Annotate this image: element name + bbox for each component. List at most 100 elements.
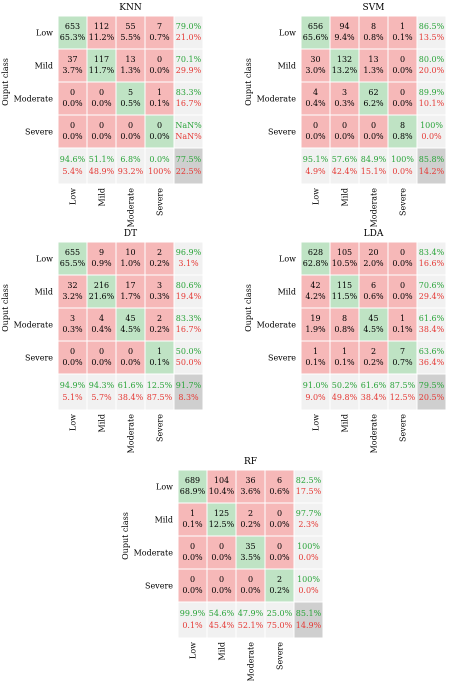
matrix-cell	[178, 503, 207, 536]
cell-count: 0	[248, 575, 253, 584]
matrix-cell	[388, 49, 417, 82]
cell-count: 125	[214, 509, 229, 518]
cell-percent: 0.0%	[305, 132, 326, 141]
cell-count: 36	[245, 476, 255, 485]
row-summary-cell	[294, 569, 323, 602]
row-summary-cell	[174, 16, 203, 49]
cell-percent: 0.0%	[149, 132, 170, 141]
cell-count: 0	[219, 575, 224, 584]
matrix-cell	[58, 275, 87, 308]
row-precision: 50.0%	[176, 347, 202, 356]
matrix-cell	[58, 341, 87, 374]
x-tick-label: Severe	[399, 188, 408, 216]
column-error: 15.1%	[361, 167, 387, 176]
matrix-cell	[178, 470, 207, 503]
cell-count: 4	[313, 88, 318, 97]
matrix-cell	[116, 308, 145, 341]
cell-count: 216	[94, 281, 109, 290]
cell-count: 1	[313, 347, 318, 356]
cell-percent: 2.0%	[363, 259, 384, 268]
y-axis-label: Ouput class	[244, 58, 253, 106]
cell-percent: 13.2%	[332, 66, 358, 75]
matrix-cell	[116, 242, 145, 275]
y-tick-label: Moderate	[257, 95, 297, 104]
cell-percent: 0.2%	[363, 358, 384, 367]
row-error: 20.0%	[419, 66, 445, 75]
x-tick-label: Moderate	[127, 188, 136, 228]
row-summary-cell	[417, 275, 446, 308]
matrix-cell	[87, 341, 116, 374]
row-precision: 82.5%	[296, 476, 322, 485]
column-error: 42.4%	[332, 167, 358, 176]
cell-count: 0	[277, 542, 282, 551]
column-recall: 54.6%	[209, 609, 235, 618]
cell-count: 7	[400, 347, 405, 356]
overall-error: 8.3%	[178, 393, 199, 402]
column-summary-cell	[116, 148, 145, 184]
x-tick-label: Mild	[341, 414, 350, 432]
cell-count: 7	[157, 22, 162, 31]
y-tick-label: Moderate	[14, 95, 54, 104]
y-tick-label: Moderate	[257, 321, 297, 330]
matrix-cell	[301, 49, 330, 82]
cell-percent: 62.8%	[303, 259, 329, 268]
cell-count: 0	[157, 121, 162, 130]
column-summary-cell	[178, 602, 207, 638]
column-recall: 91.0%	[303, 381, 329, 390]
cell-percent: 0.1%	[392, 33, 413, 42]
column-recall: 61.6%	[118, 381, 144, 390]
cell-percent: 0.0%	[392, 66, 413, 75]
row-error: 16.7%	[176, 99, 202, 108]
matrix-cell	[207, 569, 236, 602]
cell-percent: 0.4%	[305, 99, 326, 108]
row-error: 2.3%	[298, 520, 319, 529]
matrix-cell	[178, 569, 207, 602]
cell-percent: 0.6%	[363, 292, 384, 301]
cell-count: 0	[128, 121, 133, 130]
cell-percent: 0.3%	[149, 292, 170, 301]
cell-count: 655	[65, 248, 80, 257]
matrix-cell	[58, 308, 87, 341]
cell-count: 104	[214, 476, 229, 485]
y-tick-label: Low	[279, 255, 296, 264]
cell-count: 0	[190, 542, 195, 551]
cell-percent: 0.0%	[62, 99, 83, 108]
y-axis-label: Ouput class	[244, 284, 253, 332]
cell-percent: 3.5%	[240, 553, 261, 562]
matrix-cell	[359, 49, 388, 82]
cell-percent: 0.0%	[363, 132, 384, 141]
row-summary-cell	[294, 503, 323, 536]
column-error: 5.4%	[62, 167, 83, 176]
x-tick-label: Moderate	[127, 414, 136, 454]
column-summary-cell	[58, 148, 87, 184]
cell-count: 0	[99, 121, 104, 130]
overall-accuracy: 85.1%	[296, 609, 322, 618]
column-summary-cell	[58, 374, 87, 410]
cell-count: 0	[277, 509, 282, 518]
column-error: 38.4%	[118, 393, 144, 402]
cell-percent: 0.0%	[392, 259, 413, 268]
cell-percent: 0.0%	[149, 66, 170, 75]
matrix-cell	[178, 536, 207, 569]
cell-percent: 0.0%	[269, 520, 290, 529]
cell-count: 115	[337, 281, 352, 290]
overall-error: 14.2%	[419, 167, 445, 176]
cell-percent: 21.6%	[89, 292, 115, 301]
cell-percent: 0.1%	[334, 358, 355, 367]
y-tick-label: Mild	[278, 288, 296, 297]
cell-percent: 65.3%	[60, 33, 86, 42]
cell-percent: 4.5%	[120, 325, 141, 334]
cell-count: 9	[99, 248, 104, 257]
cell-percent: 0.0%	[334, 132, 355, 141]
y-tick-label: Severe	[25, 128, 53, 137]
matrix-cell	[145, 242, 174, 275]
row-summary-cell	[417, 242, 446, 275]
y-tick-label: Low	[156, 483, 173, 492]
row-error: 21.0%	[176, 33, 202, 42]
x-tick-label: Severe	[156, 414, 165, 442]
cell-percent: 11.7%	[89, 66, 115, 75]
cell-percent: 0.0%	[62, 132, 83, 141]
cell-count: 3	[70, 314, 75, 323]
cell-percent: 1.9%	[305, 325, 326, 334]
column-summary-cell	[388, 374, 417, 410]
